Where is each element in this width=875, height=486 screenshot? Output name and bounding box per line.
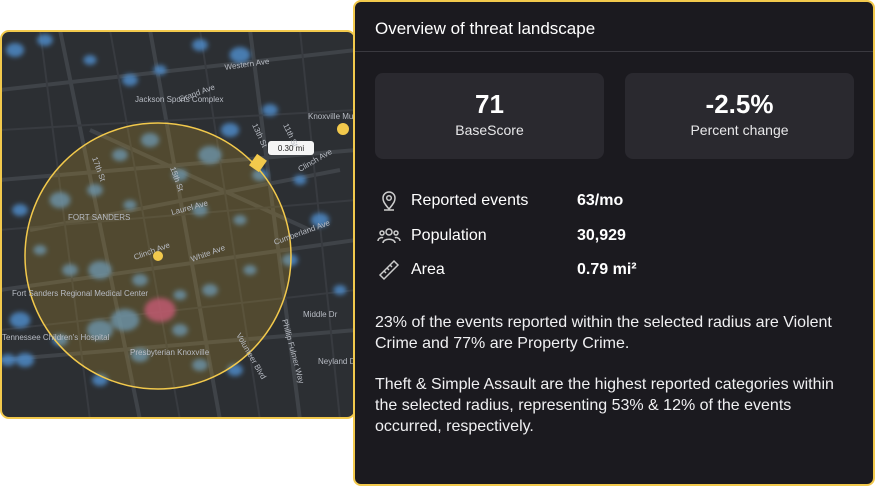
heat-blob bbox=[123, 200, 137, 210]
heat-blob bbox=[9, 312, 31, 328]
threat-panel: Overview of threat landscape 71 BaseScor… bbox=[353, 0, 875, 486]
map-label: Presbyterian Knoxville bbox=[130, 348, 210, 357]
heat-blob bbox=[293, 175, 307, 185]
ruler-icon bbox=[378, 259, 400, 281]
scale-label: 0.30 mi bbox=[278, 144, 304, 153]
heat-blob bbox=[243, 265, 257, 275]
heat-blob bbox=[83, 55, 97, 65]
heat-blob bbox=[112, 149, 128, 161]
pin-icon bbox=[382, 191, 396, 211]
heat-blob bbox=[262, 104, 278, 116]
heat-blob bbox=[110, 309, 140, 331]
heat-blob bbox=[198, 146, 222, 164]
heat-blob bbox=[333, 285, 347, 295]
card-label: Percent change bbox=[690, 122, 789, 138]
heat-blob bbox=[282, 254, 298, 266]
heat-blob bbox=[130, 348, 150, 362]
heat-blob bbox=[12, 204, 28, 216]
heat-blob bbox=[172, 324, 188, 336]
summary-text: Theft & Simple Assault are the highest r… bbox=[375, 376, 834, 435]
people-icon bbox=[377, 228, 401, 244]
heat-blob bbox=[202, 284, 218, 296]
heat-blob bbox=[220, 123, 240, 137]
heat-blob bbox=[5, 43, 25, 57]
heat-blob bbox=[192, 359, 208, 371]
divider bbox=[355, 51, 873, 52]
heat-blob bbox=[52, 334, 68, 346]
heat-blob bbox=[62, 264, 78, 276]
map-label: Neyland Dr bbox=[318, 357, 356, 366]
heat-blob bbox=[122, 74, 138, 86]
map-label: Jackson Sports Complex bbox=[135, 95, 223, 104]
heat-blob bbox=[252, 169, 268, 181]
stat-value: 63/mo bbox=[577, 192, 624, 209]
heat-blob bbox=[37, 34, 53, 46]
heat-blob bbox=[173, 290, 187, 300]
card-value: 71 bbox=[475, 89, 504, 119]
heat-blob bbox=[192, 204, 208, 216]
stat-row: Reported events 63/mo bbox=[375, 189, 775, 213]
heat-blob bbox=[172, 169, 188, 181]
card-label: BaseScore bbox=[455, 122, 524, 138]
heat-blob bbox=[192, 39, 208, 51]
card-value: -2.5% bbox=[705, 89, 774, 119]
heat-blob bbox=[87, 320, 113, 340]
heat-blob bbox=[144, 298, 176, 322]
heat-blob bbox=[140, 133, 160, 147]
heat-blob bbox=[87, 184, 103, 196]
map-label: FORT SANDERS bbox=[68, 213, 130, 222]
stat-value: 0.79 mi² bbox=[577, 261, 637, 278]
heat-blob bbox=[1, 354, 16, 366]
score-card: 71 BaseScore bbox=[375, 73, 604, 159]
heat-blob bbox=[233, 215, 247, 225]
heat-blob bbox=[15, 353, 35, 367]
map-label: Middle Dr bbox=[303, 310, 338, 319]
stat-label: Population bbox=[411, 227, 487, 244]
heat-blob bbox=[33, 245, 47, 255]
heat-blob bbox=[153, 65, 167, 75]
heat-blob bbox=[49, 192, 71, 208]
heat-blob bbox=[310, 213, 330, 227]
stat-row: Population 30,929 bbox=[375, 224, 775, 248]
heat-blob bbox=[88, 261, 112, 279]
stat-value: 30,929 bbox=[577, 227, 626, 244]
heat-blob bbox=[132, 274, 148, 286]
heat-blob bbox=[229, 47, 251, 63]
change-card: -2.5% Percent change bbox=[625, 73, 854, 159]
map-label: Knoxville Museum bbox=[308, 112, 356, 121]
panel-title: Overview of threat landscape bbox=[375, 19, 596, 38]
stat-label: Reported events bbox=[411, 192, 529, 209]
summary-text: 23% of the events reported within the se… bbox=[375, 314, 832, 352]
stat-row: Area 0.79 mi² bbox=[375, 258, 775, 282]
map-label: Tennessee Children's Hospital bbox=[2, 333, 110, 342]
map-label: Fort Sanders Regional Medical Center bbox=[12, 289, 148, 298]
stat-label: Area bbox=[411, 261, 445, 278]
